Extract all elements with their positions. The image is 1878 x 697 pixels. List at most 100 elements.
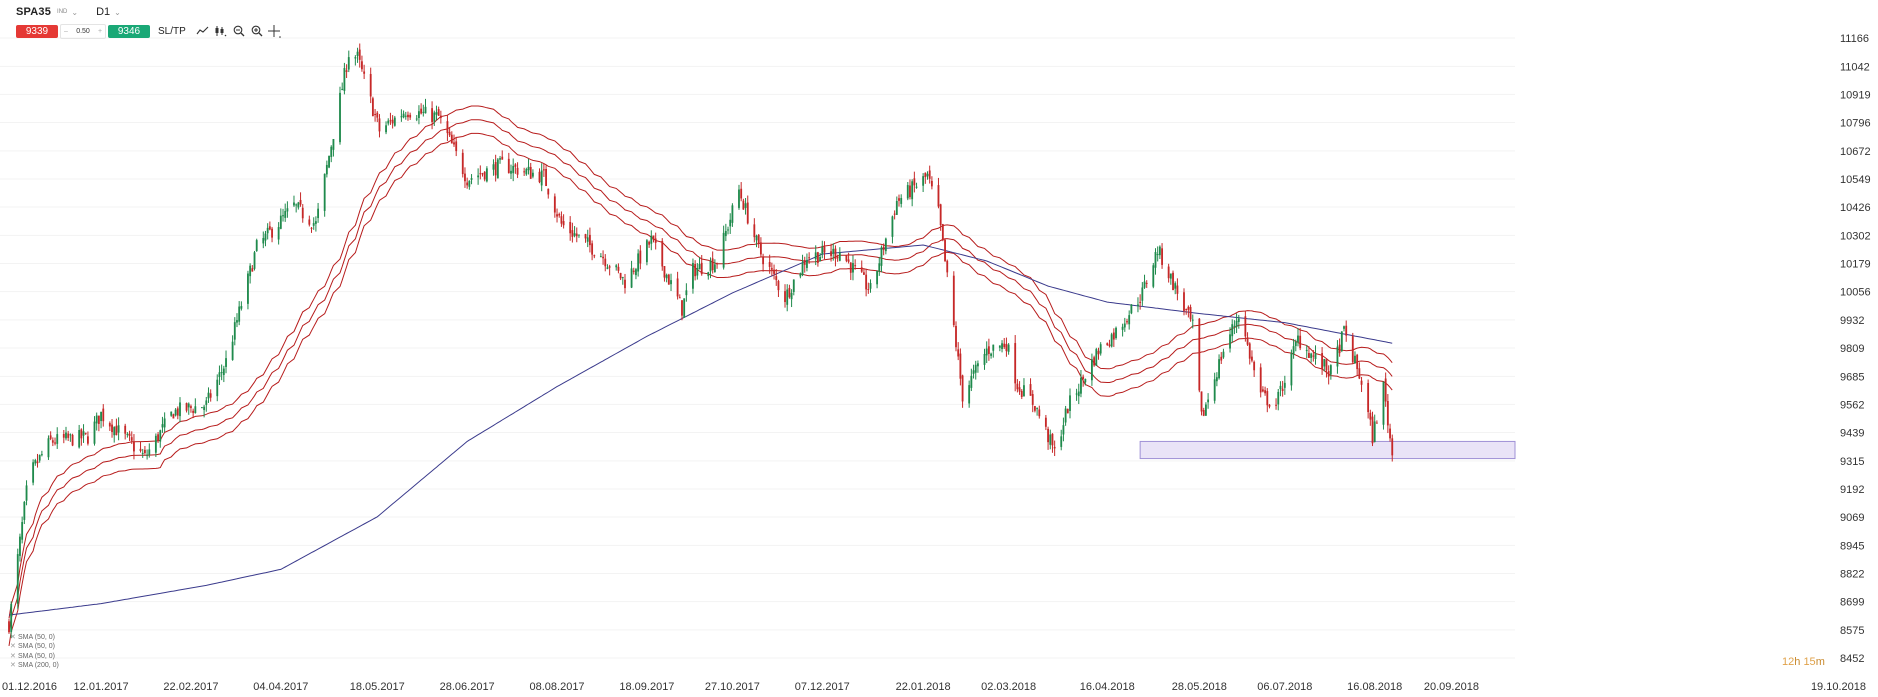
candle-body: [1156, 254, 1159, 256]
candle-body: [709, 260, 712, 272]
candle: [1172, 270, 1174, 291]
candle-body: [1231, 324, 1234, 337]
candle: [1351, 332, 1354, 364]
candle-body: [148, 449, 151, 455]
candle: [685, 283, 688, 302]
sltp-button[interactable]: SL/TP: [158, 25, 186, 37]
candle-body: [450, 134, 453, 144]
candle: [115, 418, 118, 436]
candle: [1001, 340, 1003, 353]
candle-body: [1233, 325, 1236, 327]
candle-body: [34, 460, 37, 464]
price-axis[interactable]: 11166 11042 10919 10796 10672 10549 10426 10302…: [1840, 33, 1871, 665]
candle: [328, 155, 330, 169]
candle: [238, 301, 241, 326]
candle-body: [926, 173, 929, 177]
candle: [727, 226, 729, 235]
candle-body: [742, 200, 745, 210]
candle-body: [433, 112, 436, 122]
candle-body: [1325, 359, 1328, 371]
candle: [676, 271, 679, 300]
candle-body: [231, 341, 234, 360]
time-axis[interactable]: 01.12.2016 12.01.2017 22.02.2017 04.04.2017…: [2, 681, 1866, 693]
buy-button[interactable]: 9346: [108, 24, 150, 38]
candles-icon[interactable]: [212, 23, 230, 39]
candle: [847, 252, 850, 264]
chevron-down-icon[interactable]: ⌄: [71, 7, 79, 17]
candle-body: [1198, 318, 1201, 391]
candle-body: [757, 234, 760, 245]
candle-body: [117, 425, 120, 433]
close-icon[interactable]: ✕: [10, 652, 16, 660]
candle-body: [376, 112, 379, 118]
candle-body: [895, 201, 898, 215]
close-icon[interactable]: ✕: [10, 634, 16, 641]
y-tick-label: 10179: [1840, 258, 1871, 270]
candle: [286, 201, 289, 218]
close-icon[interactable]: ✕: [10, 662, 16, 670]
chevron-down-icon[interactable]: ⌄: [114, 7, 121, 17]
candle: [941, 223, 944, 242]
candle-body: [477, 175, 480, 178]
indicator-sma-2[interactable]: ✕ SMA (50, 0): [10, 642, 59, 651]
candle: [466, 177, 469, 189]
candle: [1321, 347, 1324, 375]
candle-body: [266, 227, 269, 234]
indicator-sma-1[interactable]: ✕ SMA (50, 0): [10, 633, 59, 642]
volume-input[interactable]: 0.50: [76, 27, 90, 35]
candle-body: [1310, 353, 1313, 358]
x-tick-label: 18.05.2017: [350, 681, 405, 693]
candle: [957, 342, 960, 361]
candle: [402, 110, 405, 119]
candle-body: [676, 278, 679, 297]
candle: [578, 234, 580, 238]
candle: [562, 214, 565, 229]
candle-body: [529, 166, 532, 179]
candle-body: [499, 158, 501, 160]
candle-body: [409, 114, 412, 118]
candle: [637, 249, 640, 277]
candle-body: [1007, 344, 1010, 352]
timeframe-selector[interactable]: D1: [96, 6, 111, 18]
candle-body: [36, 461, 39, 464]
sell-button[interactable]: 9339: [16, 24, 58, 38]
volume-stepper[interactable]: – 0.50 +: [60, 23, 106, 39]
line-chart-icon[interactable]: [194, 23, 212, 39]
candle-body: [830, 251, 832, 256]
candle-body: [25, 485, 28, 501]
zoom-out-icon[interactable]: [230, 23, 248, 39]
volume-increase-button[interactable]: +: [97, 27, 103, 35]
volume-decrease-button[interactable]: –: [64, 27, 68, 35]
candle-body: [113, 427, 116, 436]
candle: [71, 433, 74, 447]
candle: [729, 213, 732, 234]
candle: [354, 55, 357, 66]
candle-body: [225, 358, 227, 367]
candle: [247, 270, 249, 310]
candle: [32, 459, 35, 486]
candle-body: [593, 255, 596, 257]
close-icon[interactable]: ✕: [10, 643, 16, 651]
candle: [977, 360, 979, 373]
candle-body: [1235, 320, 1238, 327]
candle-body: [762, 257, 765, 265]
zoom-in-icon[interactable]: [248, 23, 266, 39]
candle-body: [393, 117, 396, 126]
crosshair-icon[interactable]: [266, 23, 284, 39]
y-tick-label: 10549: [1840, 174, 1871, 186]
symbol-name[interactable]: SPA35: [16, 6, 52, 18]
candle-body: [1115, 327, 1117, 339]
candle: [808, 252, 811, 264]
candle-body: [130, 437, 133, 441]
candle: [852, 255, 854, 281]
candle: [8, 618, 10, 634]
candle-body: [347, 57, 350, 70]
candle-body: [8, 621, 10, 633]
indicator-sma-3[interactable]: ✕ SMA (50, 0): [10, 652, 59, 661]
candle: [271, 226, 273, 243]
candle: [1049, 429, 1052, 450]
indicator-sma-4[interactable]: ✕ SMA (200, 0): [10, 661, 59, 670]
candle: [65, 426, 67, 441]
candle: [985, 341, 988, 364]
